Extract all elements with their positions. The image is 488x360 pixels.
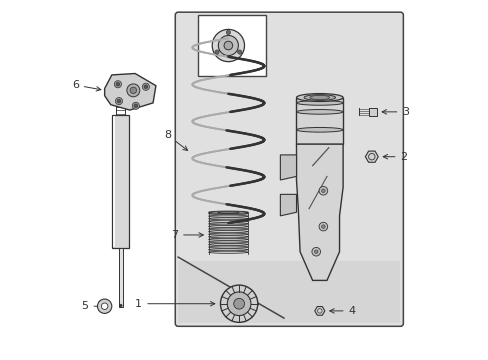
Circle shape [212, 30, 244, 62]
Text: 2: 2 [383, 152, 407, 162]
Circle shape [314, 250, 317, 253]
Polygon shape [296, 144, 343, 280]
Circle shape [218, 36, 238, 55]
Circle shape [227, 292, 250, 316]
Ellipse shape [208, 212, 247, 215]
Circle shape [214, 50, 219, 54]
Ellipse shape [296, 109, 343, 114]
Circle shape [220, 285, 257, 322]
Text: 5: 5 [81, 301, 109, 311]
Polygon shape [314, 307, 324, 315]
Ellipse shape [304, 95, 335, 100]
Circle shape [134, 104, 137, 108]
FancyBboxPatch shape [175, 12, 403, 326]
Circle shape [321, 225, 325, 228]
Polygon shape [365, 151, 378, 162]
Circle shape [114, 81, 121, 88]
Ellipse shape [208, 246, 247, 248]
Circle shape [119, 304, 122, 307]
Ellipse shape [309, 95, 329, 100]
Ellipse shape [217, 212, 239, 213]
Circle shape [132, 102, 139, 109]
Ellipse shape [208, 248, 247, 251]
Ellipse shape [208, 218, 247, 220]
Ellipse shape [208, 228, 247, 230]
Circle shape [142, 83, 149, 90]
Circle shape [319, 222, 327, 231]
Circle shape [311, 247, 320, 256]
Polygon shape [280, 155, 296, 180]
Text: 7: 7 [171, 230, 203, 240]
Ellipse shape [296, 127, 343, 132]
Circle shape [144, 85, 147, 89]
Circle shape [126, 84, 140, 97]
Circle shape [233, 298, 244, 309]
Ellipse shape [296, 94, 343, 102]
Bar [112, 116, 129, 248]
Circle shape [130, 87, 136, 94]
Ellipse shape [208, 236, 247, 238]
Circle shape [115, 98, 122, 105]
Ellipse shape [208, 251, 247, 253]
Circle shape [319, 186, 327, 195]
Ellipse shape [208, 211, 247, 213]
Ellipse shape [208, 233, 247, 235]
Ellipse shape [208, 215, 247, 217]
Text: 8: 8 [163, 130, 187, 150]
Ellipse shape [208, 230, 247, 233]
Bar [198, 15, 265, 76]
Text: 6: 6 [72, 80, 101, 91]
Polygon shape [280, 194, 296, 216]
Ellipse shape [208, 241, 247, 243]
Circle shape [117, 99, 121, 103]
Text: 3: 3 [381, 107, 408, 117]
Ellipse shape [296, 100, 343, 105]
Bar [296, 98, 343, 144]
Circle shape [226, 30, 230, 35]
Polygon shape [104, 73, 156, 110]
Ellipse shape [208, 223, 247, 225]
Text: 1: 1 [135, 299, 214, 309]
Circle shape [101, 303, 108, 310]
Ellipse shape [208, 220, 247, 222]
Bar [119, 248, 122, 307]
Ellipse shape [208, 243, 247, 246]
Ellipse shape [208, 225, 247, 228]
Circle shape [97, 299, 112, 314]
Text: 4: 4 [329, 306, 355, 316]
Circle shape [321, 189, 325, 193]
Ellipse shape [208, 238, 247, 240]
Polygon shape [178, 261, 400, 323]
Circle shape [116, 82, 120, 86]
Circle shape [224, 41, 232, 50]
Circle shape [237, 50, 242, 54]
Bar [368, 108, 376, 116]
